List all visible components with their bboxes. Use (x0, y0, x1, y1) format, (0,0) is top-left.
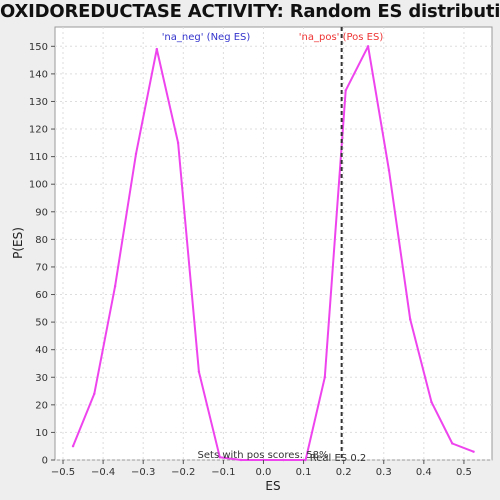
axes: 0 10 20 30 40 50 60 70 80 90 100 110 120 130 140 150 −0.… (29, 42, 472, 478)
x-tick-label: 0.4 (416, 467, 432, 478)
y-tick-label: 30 (35, 373, 48, 384)
data-point (176, 141, 180, 145)
data-point (451, 442, 454, 445)
x-tick-label: −0.5 (51, 467, 75, 478)
series-layer (71, 45, 475, 462)
sets-pos-scores-label: Sets with pos scores: 58% (198, 450, 329, 461)
data-point (472, 450, 475, 453)
data-point (134, 152, 138, 156)
data-point (387, 169, 391, 172)
data-point (323, 376, 327, 379)
y-tick-label: 90 (35, 207, 48, 218)
y-tick-label: 0 (42, 456, 48, 467)
y-tick-label: 10 (35, 428, 48, 439)
y-tick-label: 70 (35, 262, 48, 273)
y-tick-label: 150 (29, 42, 48, 53)
data-point (197, 370, 201, 373)
y-tick-label: 20 (35, 400, 48, 411)
plot-area (54, 26, 493, 461)
data-point (430, 400, 433, 404)
grid-lines (55, 27, 492, 461)
y-tick-label: 80 (35, 235, 48, 246)
pos-es-label: 'na_pos' (Pos ES) (299, 32, 384, 43)
y-axis-label: P(ES) (11, 227, 25, 259)
y-tick-label: 100 (29, 180, 48, 191)
x-tick-label: 0.0 (256, 467, 272, 478)
y-tick-label: 130 (29, 97, 48, 108)
x-tick-label: 0.1 (296, 467, 312, 478)
x-tick-label: 0.2 (336, 467, 352, 478)
y-tick-label: 50 (35, 318, 48, 329)
data-point (239, 458, 243, 462)
data-point (71, 445, 75, 448)
neg-es-label: 'na_neg' (Neg ES) (162, 32, 251, 43)
chart-title: OXIDOREDUCTASE ACTIVITY: Random ES distr… (0, 1, 500, 22)
x-tick-label: −0.4 (91, 467, 115, 478)
y-tick-label: 140 (29, 69, 48, 80)
y-tick-label: 120 (29, 125, 48, 136)
data-point (304, 458, 307, 462)
x-tick-label: 0.5 (456, 467, 472, 478)
data-point (155, 47, 159, 51)
x-tick-label: 0.3 (376, 467, 392, 478)
data-point (282, 458, 285, 462)
y-tick-label: 40 (35, 345, 48, 356)
data-point (366, 45, 370, 48)
series-line (72, 45, 474, 461)
data-point (344, 89, 347, 92)
x-tick-label: −0.3 (131, 467, 155, 478)
data-point (113, 285, 117, 288)
x-tick-label: −0.2 (171, 467, 195, 478)
data-point (409, 318, 412, 321)
real-es-label: Real ES 0.2 (310, 453, 366, 464)
data-point (218, 456, 221, 459)
data-point (93, 392, 96, 396)
y-tick-label: 60 (35, 290, 48, 301)
x-tick-label: −0.1 (211, 467, 235, 478)
x-axis-label: ES (265, 479, 280, 493)
y-tick-label: 110 (29, 152, 48, 163)
